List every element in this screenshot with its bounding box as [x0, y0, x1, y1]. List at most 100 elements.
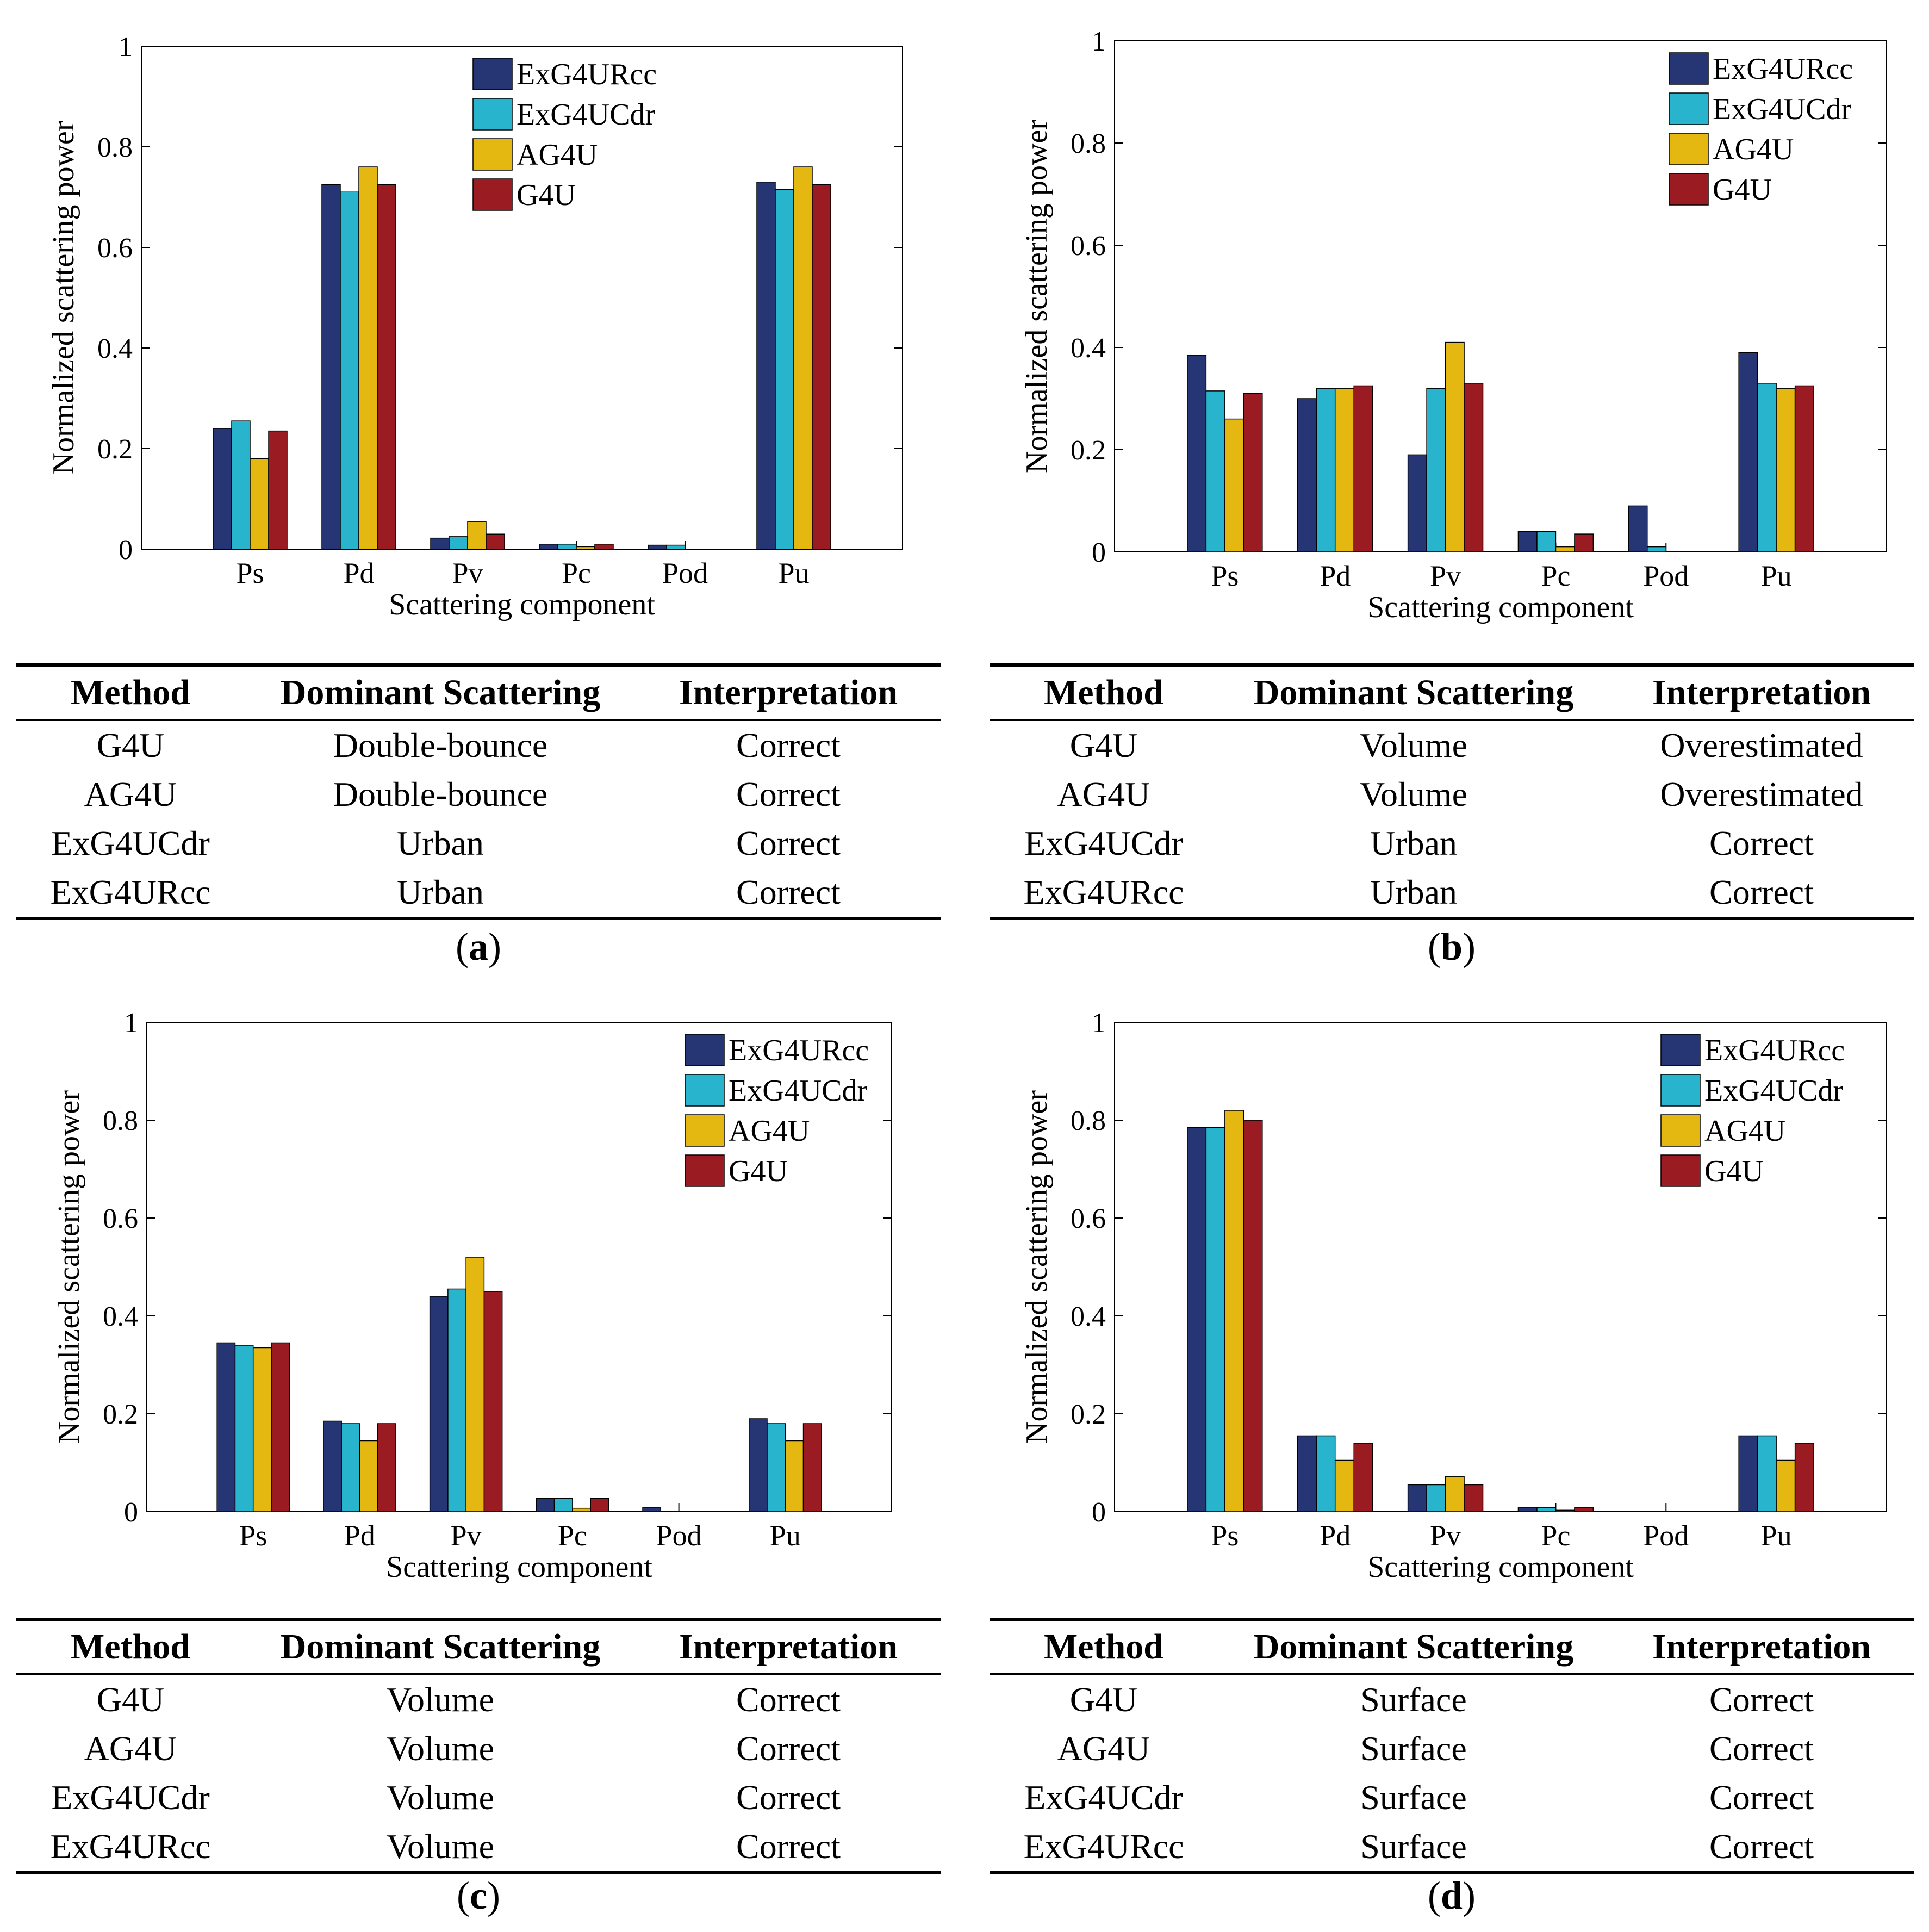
bar: [250, 458, 269, 550]
legend-label: ExG4UCdr: [517, 98, 655, 132]
bar: [430, 537, 450, 550]
bar: [216, 1342, 236, 1512]
x-tick-label: Pu: [770, 1519, 801, 1552]
bar: [756, 182, 776, 550]
table-header-method: Method: [16, 663, 245, 721]
bar: [1205, 390, 1225, 552]
bar: [252, 1347, 272, 1512]
table-row: AG4U Double-bounce Correct: [16, 770, 941, 819]
x-tick-label: Pod: [1643, 1519, 1689, 1552]
bar: [447, 1288, 466, 1512]
plot-frame: [1114, 40, 1887, 552]
bar: [1353, 1443, 1373, 1512]
bar: [1517, 1507, 1538, 1512]
bar: [1353, 385, 1373, 552]
y-tick-label: 0: [1092, 537, 1106, 568]
table-cell: Urban: [1218, 868, 1609, 920]
legend-swatch: [472, 58, 513, 90]
table-cell: Correct: [736, 824, 841, 862]
table-row: G4U Volume Overestimated: [990, 720, 1914, 770]
table-cell: Correct: [736, 1778, 841, 1817]
y-tick-label: 1: [1092, 26, 1106, 57]
table-cell: G4U: [1069, 726, 1138, 765]
legend-swatch: [1669, 133, 1709, 165]
table-cell: ExG4UCdr: [1024, 1778, 1183, 1817]
legend-label: AG4U: [729, 1114, 810, 1148]
table-cell: Urban: [1370, 824, 1457, 862]
table-row: AG4U Volume Correct: [16, 1724, 941, 1773]
bar: [1738, 352, 1758, 552]
table-cell: AG4U: [1057, 775, 1150, 813]
caption-b: (b): [990, 924, 1914, 970]
x-tick-label: Ps: [1211, 560, 1239, 592]
y-tick-label: 0.2: [97, 434, 133, 465]
table-cell: Correct: [1709, 1680, 1814, 1719]
y-axis-label: Normalized scattering power: [1020, 1090, 1054, 1444]
bar: [465, 1257, 485, 1512]
caption-letter: a: [469, 925, 488, 968]
legend-swatch: [1669, 173, 1709, 206]
legend-swatch: [685, 1034, 725, 1066]
legend-swatch: [472, 178, 513, 211]
bar: [1334, 388, 1354, 552]
bar: [1555, 546, 1575, 552]
table-cell: Urban: [245, 868, 636, 920]
legend-swatch: [1660, 1034, 1701, 1066]
table-cell: Surface: [1360, 1778, 1467, 1817]
table-header-method: Method: [16, 1618, 245, 1675]
bar: [1445, 1476, 1465, 1512]
caption-letter: d: [1440, 1874, 1463, 1917]
table-row: AG4U Volume Overestimated: [990, 770, 1914, 819]
bar: [213, 428, 232, 550]
legend-swatch: [1660, 1074, 1701, 1107]
table-cell: Correct: [636, 1822, 941, 1874]
x-tick-label: Pc: [1541, 1519, 1570, 1552]
y-axis-label: Normalized scattering power: [1020, 120, 1054, 473]
y-tick-label: 1: [1092, 1008, 1106, 1039]
caption-d: (d): [990, 1873, 1914, 1918]
bar: [1517, 531, 1538, 552]
legend-swatch: [472, 98, 513, 131]
table-cell: Correct: [736, 1729, 841, 1768]
x-tick-label: Pu: [778, 557, 809, 589]
x-tick-label: Pd: [1320, 1519, 1351, 1552]
bar: [1407, 454, 1427, 552]
table-header-method: Method: [990, 1618, 1218, 1675]
bar: [572, 1507, 591, 1512]
table-row: ExG4UCdr Surface Correct: [990, 1773, 1914, 1822]
x-tick-label: Pc: [1541, 560, 1570, 592]
bar: [1316, 388, 1336, 552]
table-header-dominant-scattering: Dominant Scattering: [1218, 1618, 1609, 1675]
bar: [358, 166, 378, 550]
bar: [449, 536, 468, 550]
bar: [557, 544, 577, 550]
table-row: ExG4URcc Urban Correct: [990, 868, 1914, 920]
legend-swatch: [685, 1154, 725, 1187]
bar: [576, 546, 595, 550]
table-d: Method Dominant Scattering Interpretatio…: [990, 1618, 1914, 1874]
table-cell: ExG4UCdr: [51, 1778, 210, 1817]
y-tick-label: 0: [119, 535, 133, 566]
x-tick-label: Pv: [452, 557, 483, 589]
bar: [1224, 1110, 1244, 1512]
legend-swatch: [1669, 92, 1709, 125]
bar: [1224, 418, 1244, 552]
bar: [802, 1423, 822, 1512]
bar: [271, 1342, 290, 1512]
y-tick-label: 0.4: [97, 333, 133, 364]
table-cell: G4U: [96, 726, 165, 765]
table-row: ExG4UCdr Urban Correct: [16, 819, 941, 868]
caption-letter: b: [1440, 925, 1463, 968]
bar: [359, 1440, 378, 1512]
bar: [1205, 1127, 1225, 1512]
bar: [1757, 383, 1777, 552]
legend-swatch: [1660, 1114, 1701, 1147]
table-cell: Correct: [636, 868, 941, 920]
bar: [377, 1423, 396, 1512]
x-axis-label: Scattering component: [386, 1550, 652, 1584]
legend-label: AG4U: [1713, 133, 1794, 166]
bar: [231, 420, 251, 550]
x-axis-label: Scattering component: [389, 588, 655, 622]
table-cell: AG4U: [84, 775, 177, 813]
legend-swatch: [685, 1074, 725, 1107]
